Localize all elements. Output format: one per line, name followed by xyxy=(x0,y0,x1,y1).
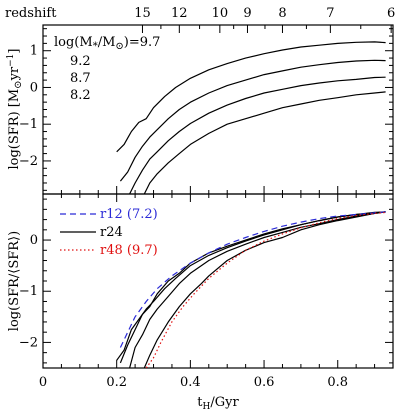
top-axis-label: redshift xyxy=(5,6,57,21)
bottom-series-line-r12 xyxy=(119,211,386,348)
top-legend-label-3: 8.2 xyxy=(70,88,91,103)
bottom-series-line-r24 xyxy=(143,211,386,368)
redshift-tick-label: 8 xyxy=(278,6,286,21)
top-legend-label-1: 9.2 xyxy=(70,54,91,69)
top-series-line-3 xyxy=(129,76,386,194)
x-tick-label: 0.6 xyxy=(254,375,275,390)
bottom-series-line-r48 xyxy=(145,211,386,368)
x-axis-label: tH/Gyr xyxy=(197,395,239,412)
top-legend-title: log(M*/M⊙)=9.7 xyxy=(54,35,160,52)
top-y-tick-label: 0 xyxy=(30,80,38,95)
redshift-tick-label: 10 xyxy=(212,6,229,21)
axis-ticks xyxy=(42,25,394,368)
top-y-axis-label: log(SFR) [M⊙yr−1] xyxy=(6,49,24,170)
redshift-tick-label: 15 xyxy=(134,6,151,21)
x-tick-label: 0.2 xyxy=(106,375,127,390)
x-tick-label: 0 xyxy=(39,375,47,390)
bottom-y-axis-label: log(SFR/⟨SFR⟩) xyxy=(7,231,22,331)
top-legend-label-2: 8.7 xyxy=(70,71,91,86)
bottom-y-tick-label: 0 xyxy=(30,233,38,248)
redshift-tick-label: 12 xyxy=(171,6,188,21)
redshift-tick-label: 6 xyxy=(387,6,395,21)
redshift-tick-label: 9 xyxy=(243,6,251,21)
legend-label-r12: r12 (7.2) xyxy=(100,207,158,222)
legend-label-r48: r48 (9.7) xyxy=(100,243,158,258)
redshift-tick-label: 7 xyxy=(326,6,334,21)
top-y-tick-label: 1 xyxy=(30,44,38,59)
top-series-line-1 xyxy=(116,41,386,153)
top-y-tick-label: −2 xyxy=(19,154,38,169)
bottom-series-line-r24 xyxy=(119,211,386,364)
tick-labels: 0 0.2 0.4 0.6 0.8 15 12 10 9 8 7 6 −2 −1 0 1 −2 −1 0 xyxy=(19,6,395,390)
bottom-y-tick-label: −2 xyxy=(19,335,38,350)
legend-label-r24: r24 xyxy=(100,225,123,240)
bottom-panel-lines xyxy=(116,211,386,368)
bottom-series-line-r24 xyxy=(129,211,386,368)
top-panel-lines xyxy=(116,41,386,194)
top-y-tick-label: −1 xyxy=(19,117,38,132)
top-series-line-2 xyxy=(119,59,386,182)
x-tick-label: 0.4 xyxy=(180,375,201,390)
bottom-y-tick-label: −1 xyxy=(19,284,38,299)
bottom-series-line-r24 xyxy=(116,211,386,361)
x-tick-label: 0.8 xyxy=(327,375,348,390)
top-series-line-4 xyxy=(143,91,386,194)
